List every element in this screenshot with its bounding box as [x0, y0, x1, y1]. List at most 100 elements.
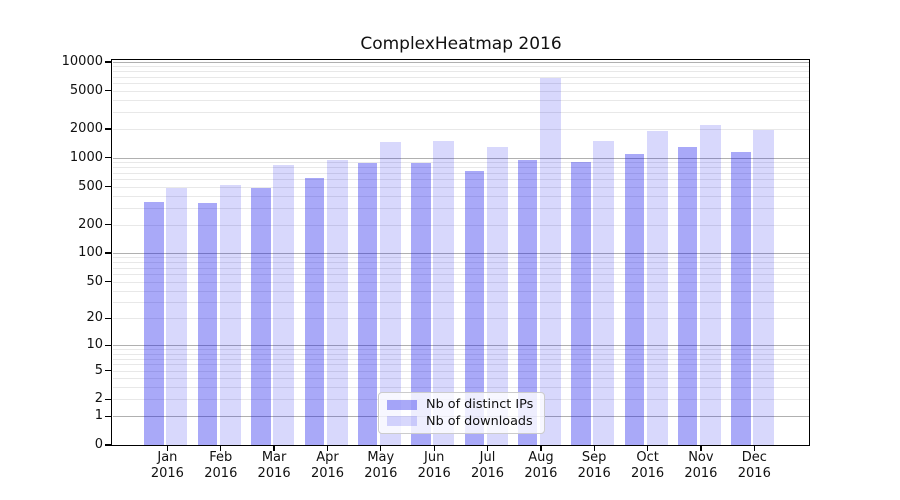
gridline-minor [113, 281, 809, 283]
gridline-minor [113, 387, 809, 389]
legend-label-distinct-ips: Nb of distinct IPs [426, 397, 534, 413]
gridline-minor [113, 76, 809, 78]
bar-nb-of-distinct-ips-jan-2016 [144, 201, 164, 445]
y-tick-mark [105, 90, 111, 92]
legend: Nb of distinct IPs Nb of downloads [378, 392, 545, 434]
y-tick-label: 5 [94, 362, 103, 378]
y-tick-label: 5000 [69, 82, 103, 98]
x-tick-label: Oct 2016 [631, 450, 665, 481]
bar-nb-of-distinct-ips-mar-2016 [251, 188, 271, 445]
bar-nb-of-downloads-oct-2016 [646, 131, 668, 445]
y-tick-label: 500 [78, 178, 103, 194]
x-tick-mark [166, 446, 169, 451]
y-tick-label: 50 [86, 273, 103, 289]
gridline-minor [113, 207, 809, 209]
bar-nb-of-downloads-mar-2016 [273, 165, 295, 445]
bar-nb-of-downloads-dec-2016 [753, 130, 775, 445]
gridline-minor [113, 349, 809, 351]
y-tick-label: 1000 [69, 149, 103, 165]
bar-nb-of-downloads-apr-2016 [326, 160, 348, 445]
y-tick-label: 0 [94, 437, 103, 452]
bar-nb-of-distinct-ips-apr-2016 [304, 178, 325, 445]
gridline-minor [113, 100, 809, 102]
bar-nb-of-distinct-ips-dec-2016 [731, 152, 751, 445]
gridline-minor [113, 274, 809, 276]
y-tick-label: 2000 [69, 120, 103, 136]
y-tick-label: 2 [94, 391, 103, 407]
gridline-minor [113, 90, 809, 92]
x-tick-mark [753, 446, 755, 451]
y-tick-mark [105, 398, 111, 400]
gridline-minor [113, 290, 809, 292]
y-tick-label: 10000 [61, 54, 103, 69]
x-tick-mark [433, 446, 435, 451]
bar-nb-of-distinct-ips-jul-2016 [464, 170, 485, 445]
x-tick-label: Nov 2016 [684, 450, 718, 481]
gridline-minor [113, 370, 809, 372]
y-tick-mark [105, 157, 111, 159]
gridline-minor [113, 224, 809, 226]
bar-nb-of-distinct-ips-sep-2016 [571, 161, 591, 445]
x-tick-mark [220, 446, 222, 451]
bar-nb-of-distinct-ips-nov-2016 [677, 146, 698, 445]
bar-nb-of-distinct-ips-oct-2016 [624, 154, 645, 445]
y-tick-label: 100 [78, 245, 103, 261]
x-tick-mark [540, 446, 542, 451]
gridline-minor [113, 353, 809, 355]
x-tick-label: Feb 2016 [204, 450, 238, 481]
legend-swatch-downloads [387, 416, 417, 426]
y-tick-mark [105, 280, 111, 283]
legend-swatch-distinct-ips [387, 400, 417, 410]
gridline-minor [113, 66, 809, 68]
x-tick-mark [273, 446, 275, 451]
gridline-major [113, 253, 809, 255]
gridline-minor [113, 257, 809, 259]
bar-nb-of-distinct-ips-aug-2016 [517, 160, 538, 445]
x-tick-mark [326, 446, 329, 451]
y-tick-label: 10 [86, 337, 103, 353]
gridline-major [113, 62, 809, 63]
legend-item-downloads: Nb of downloads [387, 414, 536, 429]
bar-nb-of-downloads-jan-2016 [166, 187, 188, 445]
x-tick-label: Jul 2016 [470, 450, 505, 481]
y-tick-mark [105, 317, 111, 320]
y-tick-mark [105, 369, 111, 372]
y-tick-mark [105, 344, 111, 346]
legend-label-downloads: Nb of downloads [426, 413, 533, 429]
gridline-major [113, 157, 809, 159]
gridline-minor [113, 267, 809, 269]
gridline-major [113, 345, 809, 347]
y-tick-label: 1 [94, 408, 103, 424]
y-tick-mark [105, 444, 111, 446]
y-tick-mark [105, 61, 111, 63]
y-tick-label: 20 [86, 310, 103, 326]
gridline-minor [113, 195, 809, 197]
bar-nb-of-downloads-nov-2016 [699, 125, 721, 445]
gridline-minor [113, 71, 809, 73]
x-tick-label: Jan 2016 [150, 450, 184, 481]
chart-title: ComplexHeatmap 2016 [360, 34, 562, 54]
gridline-minor [113, 128, 809, 130]
x-tick-mark [593, 446, 595, 451]
x-tick-mark [486, 446, 489, 451]
gridline-minor [113, 318, 809, 320]
x-tick-label: Mar 2016 [257, 450, 291, 481]
x-tick-label: Dec 2016 [737, 450, 771, 481]
bar-nb-of-distinct-ips-may-2016 [357, 162, 378, 445]
gridline-minor [113, 162, 809, 164]
gridline-minor [113, 262, 809, 264]
x-tick-label: Sep 2016 [577, 450, 611, 481]
bar-nb-of-downloads-jun-2016 [433, 140, 455, 445]
gridline-minor [113, 172, 809, 174]
legend-item-distinct-ips: Nb of distinct IPs [387, 397, 536, 412]
y-tick-mark [105, 252, 111, 254]
y-tick-mark [105, 223, 111, 226]
x-tick-label: Aug 2016 [524, 450, 558, 481]
x-tick-label: May 2016 [364, 450, 398, 481]
x-tick-mark [700, 446, 702, 451]
gridline-minor [113, 178, 809, 180]
gridline-minor [113, 302, 809, 304]
y-tick-label: 200 [78, 216, 103, 232]
x-tick-label: Apr 2016 [310, 450, 345, 481]
